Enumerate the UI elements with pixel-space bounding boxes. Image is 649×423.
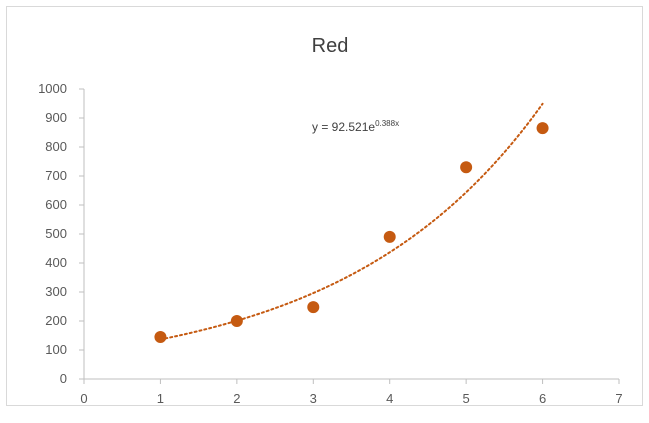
y-tick-label: 600 (45, 197, 67, 212)
y-axis: 0 100 200 300 400 500 600 700 800 900 1000 (38, 81, 85, 386)
x-tick-label: 2 (233, 391, 240, 406)
chart-frame (6, 6, 643, 406)
equation-exponent: 0.388x (375, 119, 399, 128)
x-tick-label: 3 (310, 391, 317, 406)
x-tick-label: 7 (615, 391, 622, 406)
x-tick-label: 0 (80, 391, 87, 406)
y-tick-label: 100 (45, 342, 67, 357)
x-tick-label: 1 (157, 391, 164, 406)
y-tick-label: 800 (45, 139, 67, 154)
y-tick-label: 700 (45, 168, 67, 183)
data-point (230, 315, 243, 327)
x-tick-label: 6 (539, 391, 546, 406)
data-points (154, 122, 549, 343)
x-tick-label: 4 (386, 391, 393, 406)
trendline (159, 102, 544, 341)
x-axis: 0 1 2 3 4 5 6 7 (80, 378, 623, 406)
y-tick-label: 400 (45, 255, 67, 270)
y-tick-label: 200 (45, 313, 67, 328)
data-point (536, 122, 549, 135)
y-tick-label: 1000 (38, 81, 67, 96)
y-tick-label: 0 (60, 371, 67, 386)
data-point (460, 161, 473, 174)
y-tick-label: 300 (45, 284, 67, 299)
equation-base: y = 92.521e (312, 120, 375, 134)
chart-title: Red (312, 35, 349, 57)
data-point (383, 230, 396, 243)
x-tick-label: 5 (463, 391, 470, 406)
data-point (154, 330, 167, 343)
y-tick-label: 900 (45, 110, 67, 125)
data-point (307, 301, 320, 314)
trendline-curve (159, 102, 544, 341)
y-tick-label: 500 (45, 226, 67, 241)
trendline-equation: y = 92.521e0.388x (312, 119, 399, 134)
